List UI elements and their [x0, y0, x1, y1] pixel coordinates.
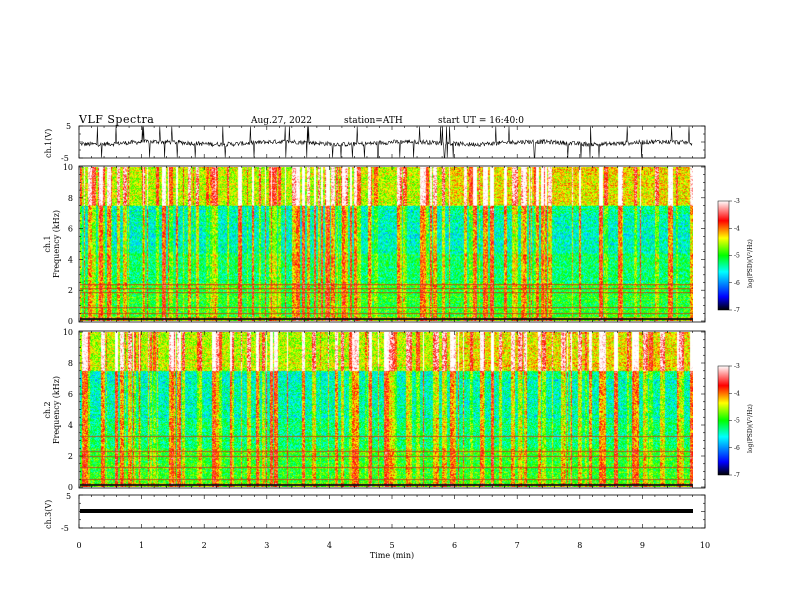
x-tick-label: 10: [700, 541, 710, 550]
ch3-ytick-minus5: -5: [61, 524, 69, 533]
colorbar-tick-label: -6: [734, 445, 740, 452]
ch1-waveform-trace: [79, 126, 693, 158]
x-tick-label: 9: [640, 541, 645, 550]
x-tick-label: 1: [139, 541, 144, 550]
ch1-waveform-line: [79, 126, 693, 158]
x-tick-label: 5: [389, 541, 394, 550]
ch1-spectrogram-panel: 0 2 4 6 8 10 ch.1Frequency (kHz): [43, 163, 706, 326]
station-label: station=ATH: [344, 116, 403, 126]
colorbar-tick-label: -7: [734, 472, 740, 479]
colorbar-tick-label: -4: [734, 225, 740, 232]
x-tick-label: 3: [264, 541, 269, 550]
ch2-colorbar-label: log(PSD)(V²/Hz): [747, 404, 754, 453]
colorbar-tick-label: -7: [734, 307, 740, 314]
ch1-colorbar-label: log(PSD)(V²/Hz): [747, 239, 754, 288]
colorbar-tick-label: -5: [734, 253, 740, 260]
ch1-spectrogram-ylabel: ch.1Frequency (kHz): [43, 210, 61, 278]
ch1-waveform-panel: 5 -5 ch.1(V): [44, 122, 706, 163]
ch1-ytick-label: 4: [68, 255, 73, 264]
ch3-ytick-5: 5: [66, 492, 71, 501]
date-label: Aug.27, 2022: [250, 116, 312, 126]
x-tick-label: 6: [452, 541, 457, 550]
x-tick-label: 0: [76, 541, 81, 550]
ch1-colorbar: -3 -4 -5 -6 -7 log(PSD)(V²/Hz): [717, 198, 754, 314]
ch1-spectrogram-image: [80, 167, 693, 321]
x-axis-label: Time (min): [370, 551, 414, 560]
x-axis-tick-labels: 0 1 2 3 4 5 6 7 8 9 10: [76, 541, 710, 550]
x-tick-label: 2: [202, 541, 207, 550]
colorbar-tick-label: -3: [734, 363, 740, 370]
ch2-spectrogram-panel: 0 2 4 6 8 10 ch.2Frequency (kHz): [43, 328, 706, 492]
ch2-ytick-label: 6: [68, 390, 73, 399]
ch1-ytick-label: 6: [68, 225, 73, 234]
ch2-colorbar: -3 -4 -5 -6 -7 log(PSD)(V²/Hz): [717, 363, 754, 479]
ch1-ylabel: ch.1(V): [44, 129, 53, 158]
x-tick-label: 4: [327, 541, 332, 550]
x-tick-label: 8: [577, 541, 582, 550]
ch2-ytick-label: 0: [68, 483, 73, 492]
ch3-ylabel: ch.3(V): [44, 500, 53, 529]
colorbar-tick-label: -3: [734, 198, 740, 205]
ch3-waveform-trace: [80, 509, 693, 513]
ch1-ytick-label: 0: [68, 317, 73, 326]
ch3-waveform-panel: 5 -5 ch.3(V): [44, 492, 706, 533]
ch2-ytick-label: 8: [68, 359, 73, 368]
ch1-ytick-label: 10: [63, 163, 73, 172]
ch2-ytick-label: 2: [68, 452, 73, 461]
ch2-spectrogram-image: [80, 332, 693, 487]
ch1-ytick-5: 5: [66, 122, 71, 131]
colorbar-tick-label: -4: [734, 390, 740, 397]
colorbar-tick-label: -5: [734, 418, 740, 425]
ch1-ytick-minus5: -5: [61, 154, 69, 163]
ch2-ytick-label: 4: [68, 421, 73, 430]
colorbar-tick-label: -6: [734, 280, 740, 287]
ch1-ytick-label: 8: [68, 194, 73, 203]
ch1-ytick-label: 2: [68, 286, 73, 295]
ch2-spectrogram-ylabel: ch.2Frequency (kHz): [43, 376, 61, 444]
ch2-ytick-label: 10: [63, 328, 73, 337]
figure-title: VLF Spectra: [78, 113, 154, 126]
x-tick-label: 7: [515, 541, 520, 550]
start-time-label: start UT = 16:40:0: [438, 116, 524, 126]
